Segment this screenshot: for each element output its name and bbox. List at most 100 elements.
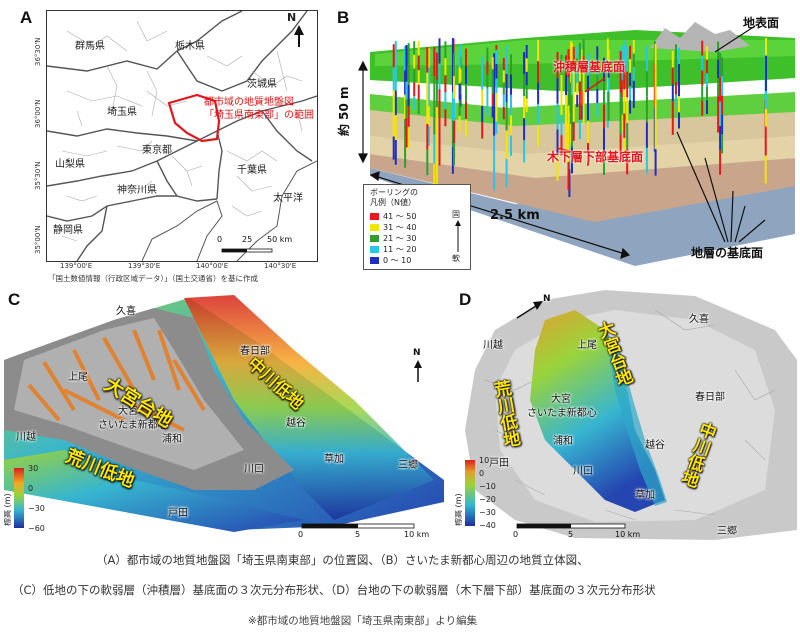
borehole-segment	[502, 82, 505, 95]
survey-area-outline	[167, 93, 221, 143]
scale-bar-a	[221, 248, 273, 253]
borehole-segment	[438, 140, 441, 166]
borehole-segment	[451, 65, 454, 93]
legend-soft: 軟	[452, 254, 460, 263]
borehole-segment	[404, 119, 407, 144]
borehole-segment	[581, 49, 584, 64]
scale-c-tick-5: 5	[355, 530, 361, 539]
borehole-segment	[451, 119, 454, 147]
borehole-segment	[392, 136, 395, 160]
borehole-segment	[654, 123, 657, 150]
borehole-segment	[481, 105, 484, 123]
borehole-segment	[407, 43, 410, 64]
legend-label: 31 〜 40	[383, 223, 417, 232]
borehole-segment	[435, 52, 438, 80]
borehole-segment	[623, 113, 626, 138]
borehole-segment	[407, 85, 410, 106]
colorbar-c	[14, 468, 24, 528]
north-label-a: N	[287, 11, 297, 24]
borehole-segment	[493, 135, 496, 164]
borehole-segment	[645, 122, 648, 148]
label-shintoshin-d: さいたま新都心	[527, 408, 597, 419]
borehole-segment	[394, 90, 397, 116]
borehole-segment	[525, 45, 528, 59]
borehole-segment	[717, 59, 720, 78]
borehole-segment	[444, 75, 447, 93]
borehole-segment	[701, 85, 704, 101]
label-toda-d: 戸田	[489, 458, 509, 469]
borehole-segment	[620, 63, 623, 81]
borehole-segment	[675, 94, 677, 107]
borehole-segment	[435, 79, 438, 108]
location-map: 群馬県 栃木県 茨城県 埼玉県 東京都 山梨県 神奈川県 千葉県 静岡県 太平洋…	[46, 10, 318, 262]
panel-b-geology-3d: B	[335, 8, 795, 288]
legend-label: 0 〜 10	[383, 256, 412, 265]
borehole-segment	[407, 126, 410, 148]
borehole-segment	[578, 81, 581, 101]
borehole-segment	[427, 126, 430, 146]
borehole-segment	[576, 58, 579, 71]
colorbar-d	[465, 460, 475, 526]
borehole-segment	[596, 46, 599, 61]
borehole-segment	[486, 102, 489, 116]
label-shizuoka: 静岡県	[53, 225, 83, 236]
borehole-segment	[426, 98, 429, 124]
scale-tick-25: 25	[242, 235, 253, 244]
borehole-segment	[629, 45, 632, 60]
borehole-segment	[607, 92, 610, 107]
borehole-segment	[719, 126, 722, 151]
borehole-segment	[465, 66, 467, 84]
borehole-segment	[417, 40, 420, 56]
borehole-columns	[392, 38, 767, 197]
borehole-segment	[578, 120, 581, 140]
borehole-segment	[629, 100, 632, 114]
borehole-segment	[719, 101, 722, 127]
borehole-segment	[607, 49, 610, 64]
borehole-segment	[626, 71, 629, 98]
borehole-segment	[571, 43, 573, 70]
borehole-segment	[451, 92, 454, 120]
borehole-segment	[459, 44, 462, 57]
label-tochigi: 栃木県	[175, 41, 205, 52]
borehole-segment	[581, 77, 584, 92]
borehole-segment	[444, 41, 447, 59]
legend-swatch	[370, 224, 379, 231]
scale-d-tick-5: 5	[568, 530, 574, 539]
borehole-segment	[576, 82, 579, 95]
borehole-segment	[537, 82, 540, 104]
cbar-c-tick-1: 0	[28, 484, 34, 493]
borehole-segment	[537, 61, 540, 83]
borehole-segment	[486, 61, 489, 75]
borehole-segment	[606, 38, 609, 57]
borehole-segment	[495, 78, 498, 93]
borehole-segment	[505, 102, 508, 131]
legend-arrow-icon	[455, 220, 461, 252]
caption-line-2: （C）低地の下の軟弱層（沖積層）基底面の３次元分布形状、（D）台地の下の軟弱層（…	[12, 583, 656, 597]
borehole-segment	[438, 89, 441, 115]
prefecture-boundary-map	[47, 11, 317, 261]
borehole-segment	[481, 89, 484, 106]
borehole-segment	[510, 135, 512, 156]
borehole-segment	[578, 43, 581, 63]
borehole-segment	[620, 80, 623, 98]
borehole-segment	[502, 94, 505, 107]
borehole-segment	[701, 40, 704, 56]
borehole-segment	[719, 150, 722, 175]
borehole-segment	[632, 67, 635, 81]
borehole-segment	[582, 107, 585, 125]
scale-c-tick-10: 10 km	[404, 530, 430, 539]
borehole-segment	[626, 123, 629, 149]
borehole-segment	[572, 65, 575, 85]
borehole-segment	[576, 46, 579, 59]
geology-block-diagram	[358, 22, 795, 266]
borehole-segment	[438, 38, 441, 64]
borehole-segment	[404, 143, 407, 168]
borehole-segment	[505, 159, 508, 188]
label-ground-surface: 地表面	[743, 16, 780, 30]
label-koshigaya-d: 越谷	[645, 440, 665, 451]
borehole-segment	[465, 101, 467, 120]
borehole-segment	[486, 74, 489, 89]
borehole-segment	[427, 67, 430, 87]
borehole-segment	[510, 74, 512, 95]
borehole-segment	[426, 72, 429, 99]
